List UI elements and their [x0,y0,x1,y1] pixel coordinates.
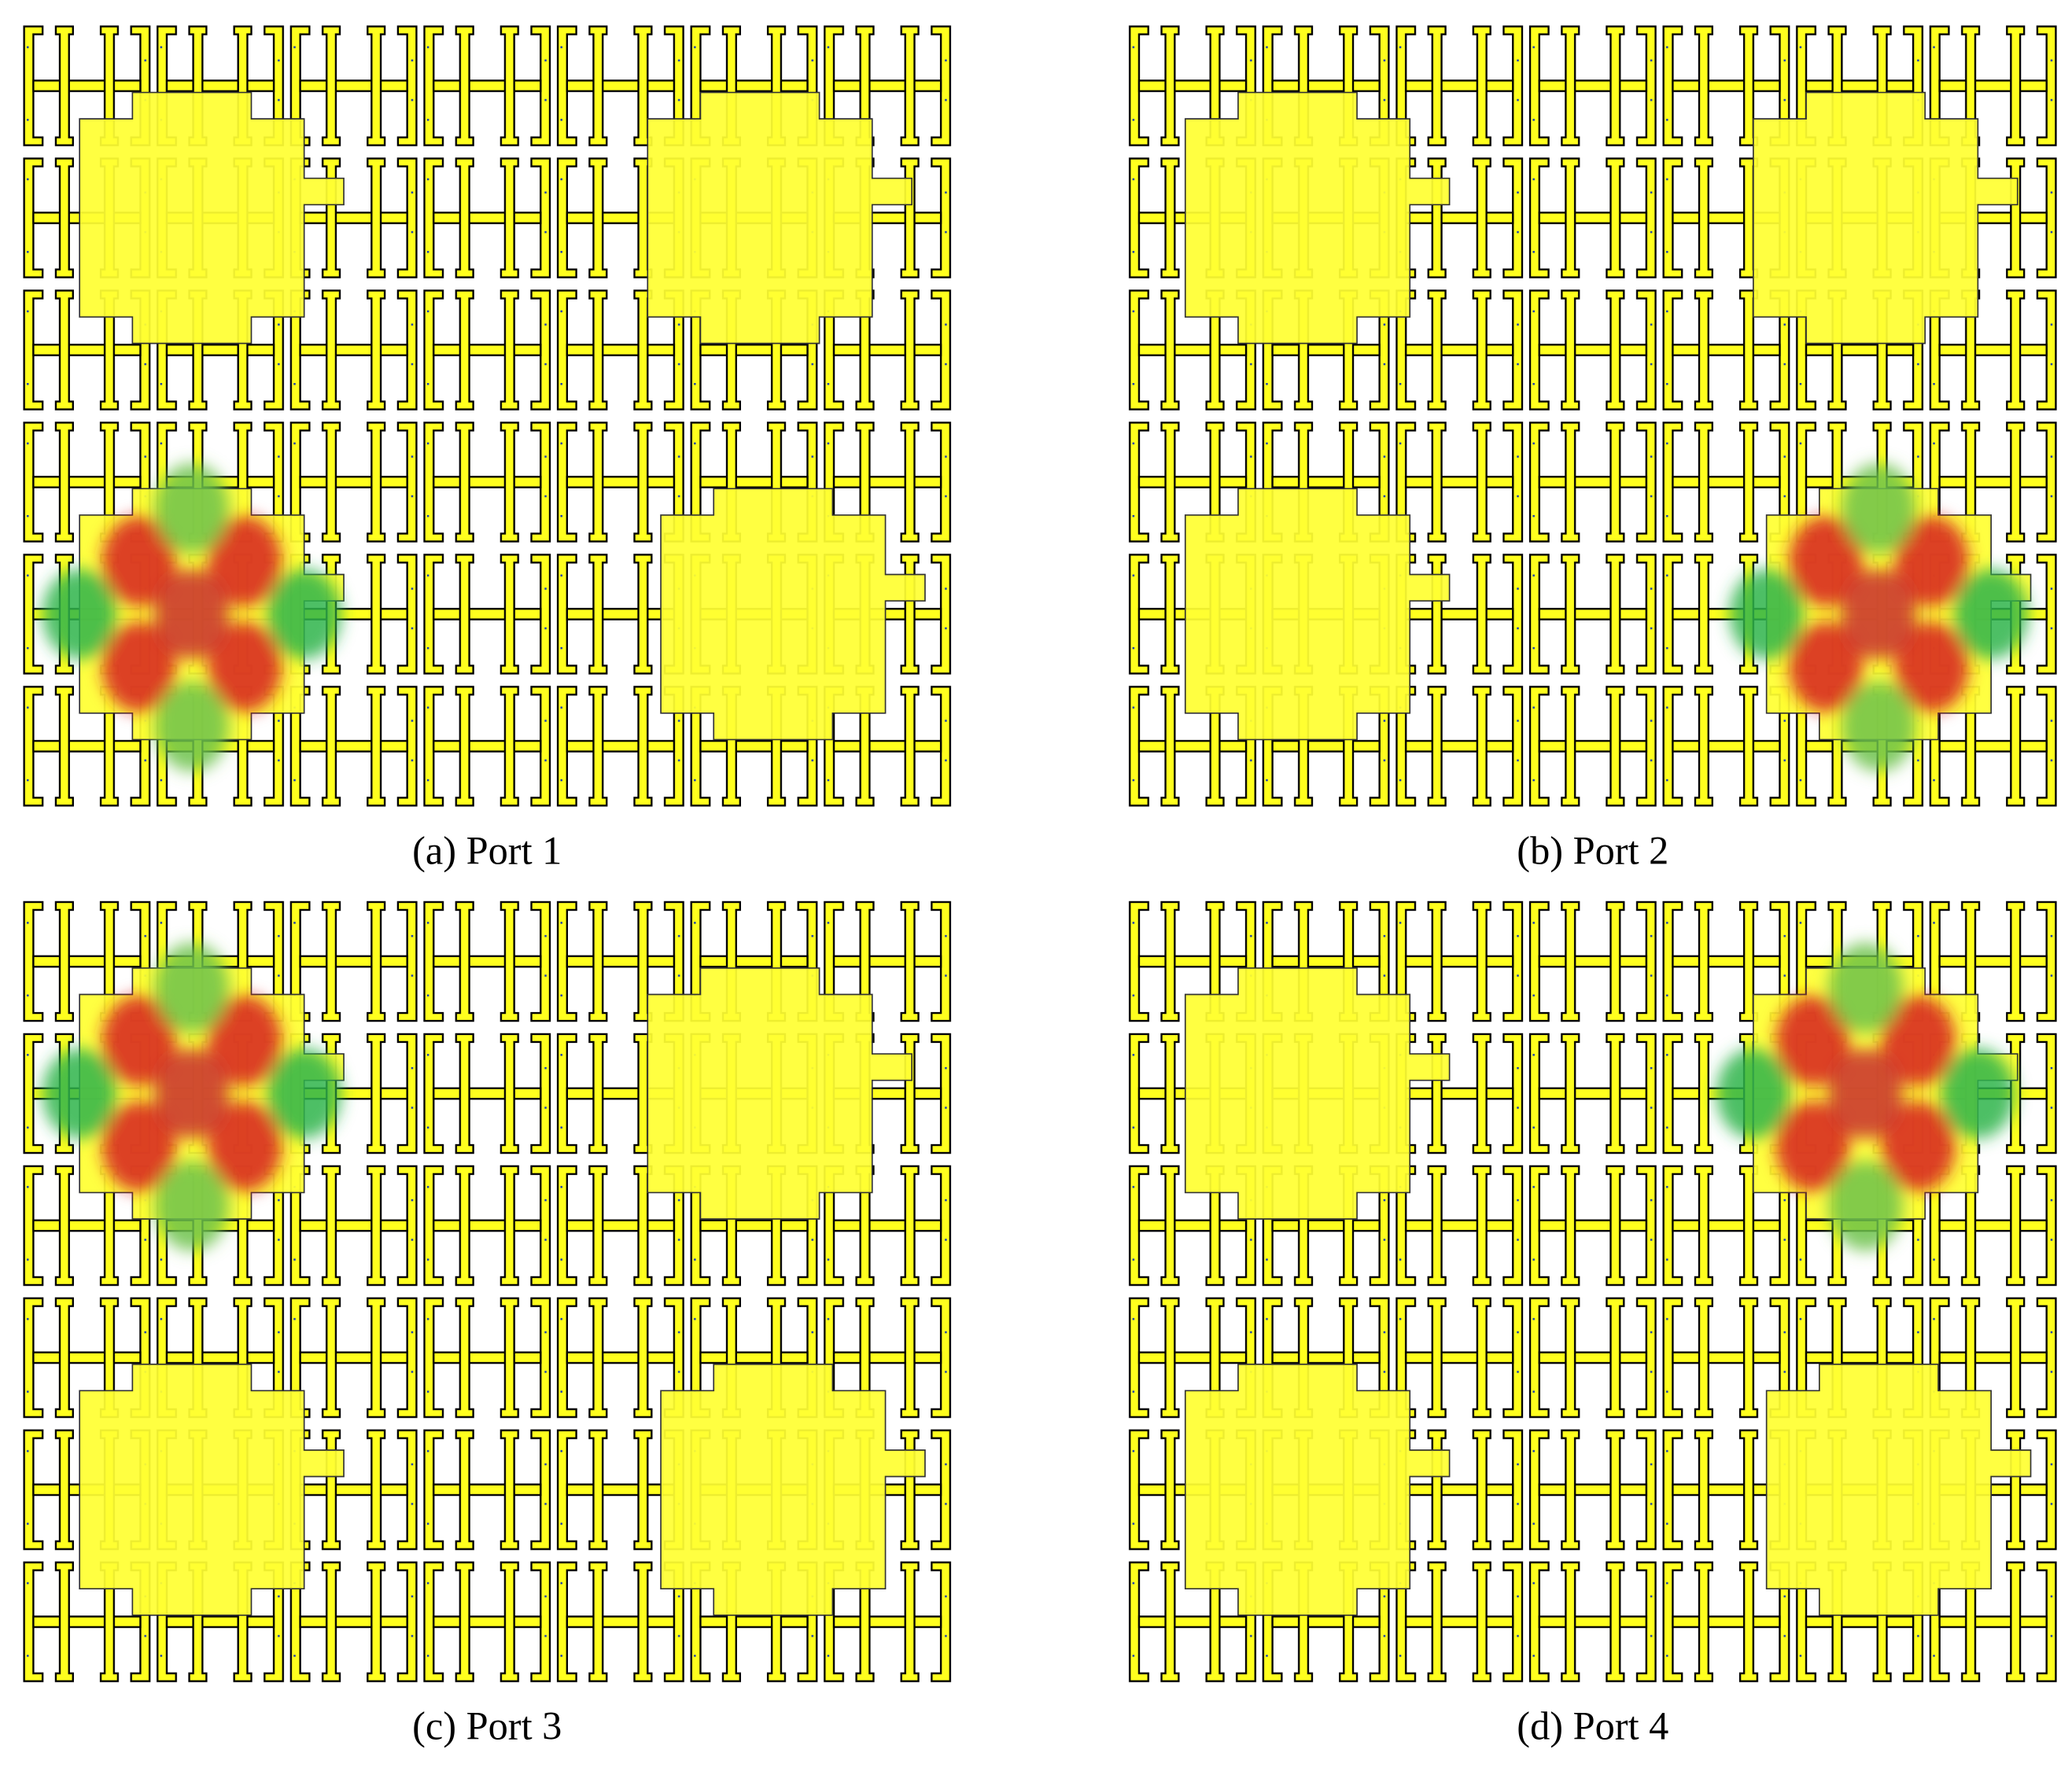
current-spot [1716,1048,1790,1139]
current-spot [208,1101,282,1191]
panel-caption: (d) Port 4 [1517,1704,1668,1748]
current-spot [267,569,341,659]
current-hotspot [42,463,341,771]
current-spot [1881,996,1956,1086]
current-spot [208,996,282,1086]
current-spot [208,621,282,713]
current-spot [154,569,229,659]
radiating-patch [1184,91,1451,344]
radiating-patch [647,967,912,1220]
current-spot [42,1048,117,1139]
current-spot [1775,996,1850,1086]
radiating-patch [1184,488,1451,741]
current-hotspot [1729,463,2029,771]
current-spot [154,943,229,1033]
current-spot [1894,516,1969,606]
radiating-patch [647,91,912,344]
radiating-patch [660,1363,926,1616]
current-spot [154,1048,229,1139]
current-spot [1842,681,1916,771]
current-spot [1842,569,1916,659]
radiating-patch [79,91,345,344]
panel [20,20,954,808]
current-hotspot [1716,943,2015,1251]
panel [20,895,954,1685]
current-spot [1954,569,2029,659]
current-spot [1789,516,1864,606]
panel-caption: (a) Port 1 [412,828,562,872]
panel-caption: (b) Port 2 [1517,828,1668,872]
current-spot [1789,621,1864,713]
current-spot [154,681,229,771]
radiating-patch [1765,1363,2032,1616]
current-spot [101,1101,176,1191]
current-spot [101,516,176,606]
panel [1126,895,2060,1685]
radiating-patch [660,488,926,741]
radiating-patch [1184,967,1451,1220]
current-spot [1881,1101,1956,1191]
current-hotspot [42,943,341,1251]
current-spot [1828,1048,1903,1139]
current-spot [208,516,282,606]
current-spot [1842,463,1916,554]
current-spot [1941,1048,2015,1139]
panel [1126,20,2060,808]
current-spot [101,621,176,713]
current-spot [1828,943,1903,1033]
current-spot [42,569,117,659]
current-spot [1775,1101,1850,1191]
current-spot [1729,569,1804,659]
radiating-patch [79,1363,345,1616]
current-spot [154,1161,229,1251]
radiating-patch [1184,1363,1451,1616]
radiating-patch [1753,91,2019,344]
current-spot [101,996,176,1086]
current-spot [1894,621,1969,713]
current-spot [154,463,229,554]
panel-caption: (c) Port 3 [412,1704,562,1748]
current-spot [1828,1161,1903,1251]
current-spot [267,1048,341,1139]
